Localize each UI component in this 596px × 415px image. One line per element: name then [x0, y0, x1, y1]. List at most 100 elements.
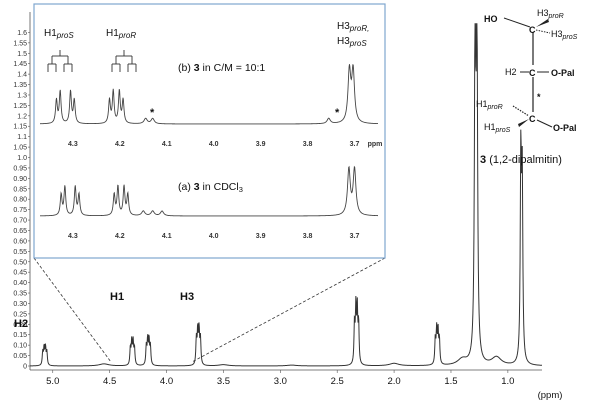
atom-c2: C — [529, 68, 536, 78]
y-tick-label: 0.10 — [13, 343, 27, 350]
hash-h3s — [535, 29, 551, 34]
impurity-asterisk-2: * — [335, 107, 340, 119]
inset-tick-label: 4.2 — [115, 233, 125, 240]
atom-h3s: H3proS — [551, 29, 578, 41]
y-tick-label: 1.35 — [13, 82, 27, 89]
x-axis-unit: (ppm) — [538, 390, 563, 401]
inset-tick-label: 3.9 — [256, 141, 266, 148]
trace-b-caption: (b) 3 in C/M = 10:1 — [178, 62, 265, 74]
y-tick-label: 0.55 — [13, 249, 27, 256]
zoom-line-left — [33, 257, 112, 363]
inset-tick-label: 4.3 — [68, 141, 78, 148]
atom-opal-top: O-Pal — [551, 68, 575, 78]
inset-tick-label: 3.7 — [350, 141, 360, 148]
y-tick-label: 0.05 — [13, 353, 27, 360]
bond-c1-opal — [536, 119, 553, 128]
inset-tick-labels-b: 4.3 4.2 4.1 4.0 3.9 3.8 3.7 — [68, 141, 360, 148]
x-tick-label: 3.5 — [217, 376, 230, 387]
y-tick-label: 1.5 — [17, 51, 27, 58]
wedge-h3r — [536, 19, 549, 27]
bond-ho-c3 — [503, 17, 531, 28]
inset-tick-label: 4.1 — [162, 233, 172, 240]
inset-tick-labels-a: 4.3 4.2 4.1 4.0 3.9 3.8 3.7 — [68, 233, 360, 240]
peak-label-h1: H1 — [110, 291, 124, 303]
x-tick-label: 1.5 — [444, 376, 457, 387]
trace-a-caption: (a) 3 in CDCl3 — [178, 181, 243, 194]
y-tick-label: 0.20 — [13, 322, 27, 329]
inset-tick-label: 3.7 — [350, 233, 360, 240]
inset-tick-label: 3.9 — [256, 233, 266, 240]
y-tick-label: 1.25 — [13, 103, 27, 110]
y-tick-label: 0.60 — [13, 238, 27, 245]
y-tick-label: 0.40 — [13, 280, 27, 287]
y-tick-label: 0.35 — [13, 291, 27, 298]
y-tick-label: 1.55 — [13, 40, 27, 47]
atom-h1s: H1proS — [484, 122, 511, 134]
y-tick-label: 0.15 — [13, 332, 27, 339]
y-tick-label: 1.45 — [13, 61, 27, 68]
peak-label-h2: H2 — [14, 318, 28, 330]
y-tick-label: 0.50 — [13, 259, 27, 266]
atom-opal-bottom: O-Pal — [553, 123, 577, 133]
atom-h3r: H3proR — [537, 8, 564, 20]
y-tick-label: 0.95 — [13, 165, 27, 172]
hash-h1r — [512, 105, 530, 117]
inset-tick-label: 3.8 — [303, 233, 313, 240]
y-tick-label: 0.45 — [13, 270, 27, 277]
main-spectrum-line — [29, 23, 543, 367]
x-tick-label: 3.0 — [274, 376, 287, 387]
chiral-asterisk: * — [537, 92, 541, 102]
splitting-tree-h1pros — [47, 50, 73, 72]
impurity-asterisk-1: * — [150, 107, 155, 119]
inset-unit-b: ppm — [368, 141, 383, 148]
y-tick-label: 0.85 — [13, 186, 27, 193]
inset-tick-label: 4.2 — [115, 141, 125, 148]
x-tick-labels: 5.0 4.5 4.0 3.5 3.0 2.5 2.0 1.5 1.0 — [46, 370, 514, 387]
x-tick-label: 4.0 — [160, 376, 173, 387]
inset-tick-label: 4.0 — [209, 233, 219, 240]
y-tick-label: 1.15 — [13, 124, 27, 131]
atom-h2: H2 — [505, 67, 517, 77]
y-tick-label: 0.90 — [13, 176, 27, 183]
main-axes: 0 0.05 0.10 0.15 0.20 0.25 0.30 0.35 0.40 0.45 0.5… — [13, 12, 562, 401]
y-tick-label: 0.65 — [13, 228, 27, 235]
atom-h1r: H1proR — [476, 99, 503, 111]
y-tick-label: 1.0 — [17, 155, 27, 162]
y-tick-label: 0.75 — [13, 207, 27, 214]
inset-tick-label: 4.0 — [209, 141, 219, 148]
y-tick-label: 0.80 — [13, 197, 27, 204]
x-tick-label: 1.0 — [501, 376, 514, 387]
inset-label-h3-line1: H3proR, — [337, 21, 369, 33]
inset-trace-b — [39, 64, 379, 125]
y-tick-label: 0.70 — [13, 218, 27, 225]
peak-label-h3: H3 — [180, 291, 194, 303]
inset-trace-a — [39, 165, 379, 217]
y-tick-label: 1.05 — [13, 145, 27, 152]
inset-label-h1pros: H1proS — [44, 28, 74, 40]
compound-label: 3 (1,2-dipalmitin) — [480, 154, 562, 166]
y-tick-label: 1.3 — [17, 92, 27, 99]
zoom-line-right — [191, 257, 386, 363]
atom-c1: C — [529, 114, 536, 124]
inset-tick-label: 4.3 — [68, 233, 78, 240]
y-tick-label: 1.4 — [17, 72, 27, 79]
inset-tick-label: 3.8 — [303, 141, 313, 148]
x-tick-label: 2.5 — [331, 376, 344, 387]
molecule-structure: HO H3proR H3proS C H2 C O-Pal H1proR * C… — [476, 8, 578, 166]
y-tick-label: 0 — [23, 364, 27, 371]
inset-label-h3-line2: H3proS — [337, 36, 367, 48]
splitting-tree-h1pror — [111, 50, 137, 72]
y-tick-label: 1.2 — [17, 113, 27, 120]
atom-c3: C — [529, 25, 536, 35]
y-tick-label: 0.25 — [13, 311, 27, 318]
inset-panel: H1proS H1proR H3proR, H3proS (b) 3 in C/… — [33, 3, 386, 259]
atom-ho: HO — [484, 14, 498, 24]
y-tick-label: 0.30 — [13, 301, 27, 308]
y-tick-label: 1.6 — [17, 30, 27, 37]
inset-label-h1pror: H1proR — [106, 28, 136, 40]
x-tick-label: 2.0 — [387, 376, 400, 387]
y-tick-labels: 0 0.05 0.10 0.15 0.20 0.25 0.30 0.35 0.40 0.45 0.5… — [13, 30, 30, 371]
wedge-h1s — [518, 119, 529, 127]
x-tick-label: 5.0 — [46, 376, 59, 387]
